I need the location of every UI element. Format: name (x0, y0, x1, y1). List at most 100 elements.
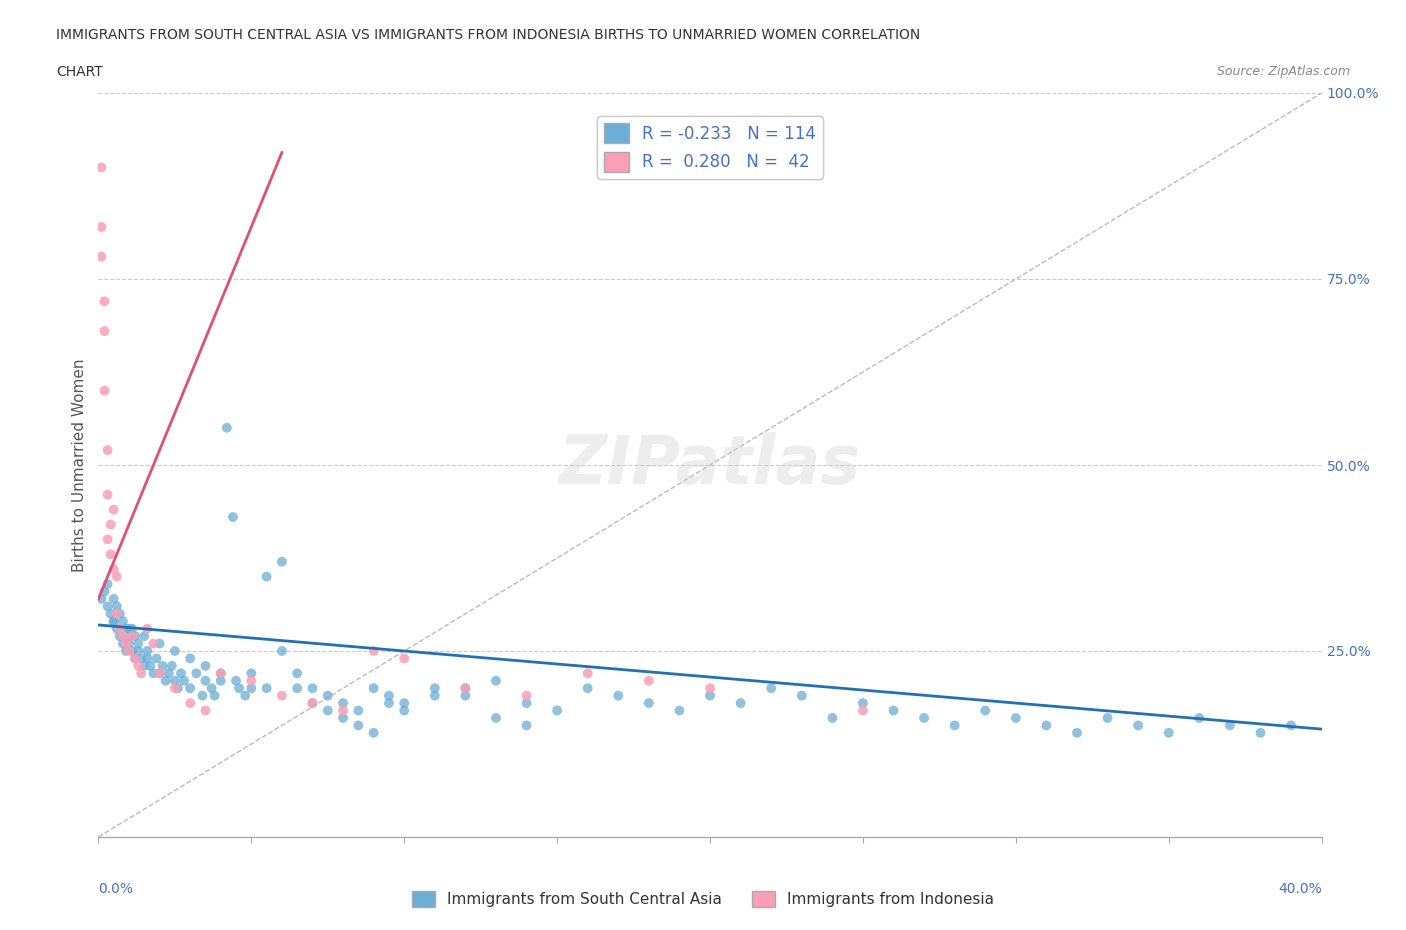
Point (194, 673, 217, 688)
Point (209, 666, 232, 681)
Legend: Immigrants from South Central Asia, Immigrants from Indonesia: Immigrants from South Central Asia, Immi… (405, 884, 1001, 913)
Point (103, 614, 125, 629)
Point (607, 688, 630, 703)
Point (127, 658, 149, 673)
Point (142, 636, 165, 651)
Point (90, 219, 112, 234)
Point (97, 577, 120, 591)
Point (127, 636, 149, 651)
Point (423, 681, 446, 696)
Point (270, 688, 292, 703)
Point (124, 629, 146, 644)
Point (347, 703, 370, 718)
Point (105, 599, 128, 614)
Point (111, 636, 134, 651)
Point (301, 696, 323, 711)
Point (93, 294, 115, 309)
Point (485, 673, 508, 688)
Point (139, 658, 162, 673)
Point (699, 688, 721, 703)
Point (93, 324, 115, 339)
Point (1219, 718, 1241, 733)
Legend: R = -0.233   N = 114, R =  0.280   N =  42: R = -0.233 N = 114, R = 0.280 N = 42 (598, 116, 823, 179)
Point (883, 703, 905, 718)
Point (363, 681, 385, 696)
Point (1097, 711, 1119, 725)
Point (129, 651, 152, 666)
Point (209, 666, 232, 681)
Point (392, 703, 416, 718)
Point (194, 703, 217, 718)
Point (100, 517, 122, 532)
Point (97, 599, 120, 614)
Point (160, 658, 183, 673)
Point (115, 644, 138, 658)
Point (256, 681, 278, 696)
Point (118, 644, 141, 658)
Point (200, 681, 222, 696)
Point (392, 696, 416, 711)
Point (228, 681, 250, 696)
Point (668, 703, 690, 718)
Point (516, 696, 538, 711)
Point (134, 658, 156, 673)
Point (240, 673, 263, 688)
Point (576, 681, 599, 696)
Point (136, 651, 159, 666)
Point (90, 249, 112, 264)
Point (129, 666, 152, 681)
Point (974, 703, 997, 718)
Point (127, 644, 149, 658)
Point (121, 629, 143, 644)
Point (392, 651, 416, 666)
Point (115, 636, 138, 651)
Text: ZIPatlas: ZIPatlas (560, 432, 860, 498)
Point (90, 591, 112, 606)
Point (1128, 718, 1150, 733)
Text: 40.0%: 40.0% (1278, 882, 1322, 896)
Point (316, 703, 339, 718)
Point (637, 696, 661, 711)
Point (1249, 725, 1271, 740)
Point (204, 688, 226, 703)
Point (332, 696, 354, 711)
Point (194, 658, 217, 673)
Point (118, 629, 141, 644)
Point (97, 532, 120, 547)
Point (316, 688, 339, 703)
Point (546, 703, 568, 718)
Point (118, 621, 141, 636)
Point (163, 644, 186, 658)
Point (1004, 711, 1026, 725)
Point (270, 644, 292, 658)
Point (115, 621, 138, 636)
Point (90, 160, 112, 175)
Point (136, 644, 159, 658)
Point (93, 584, 115, 599)
Point (121, 644, 143, 658)
Point (485, 711, 508, 725)
Point (108, 629, 131, 644)
Point (332, 703, 354, 718)
Point (124, 651, 146, 666)
Point (105, 621, 128, 636)
Point (759, 681, 782, 696)
Point (103, 562, 125, 577)
Point (105, 569, 128, 584)
Point (97, 487, 120, 502)
Point (157, 666, 180, 681)
Point (363, 725, 385, 740)
Point (576, 666, 599, 681)
Point (730, 696, 752, 711)
Point (105, 606, 128, 621)
Point (225, 673, 247, 688)
Point (516, 718, 538, 733)
Point (852, 703, 875, 718)
Point (1279, 718, 1302, 733)
Point (186, 666, 208, 681)
Point (454, 681, 477, 696)
Point (285, 666, 308, 681)
Point (240, 681, 263, 696)
Point (912, 711, 935, 725)
Point (124, 651, 146, 666)
